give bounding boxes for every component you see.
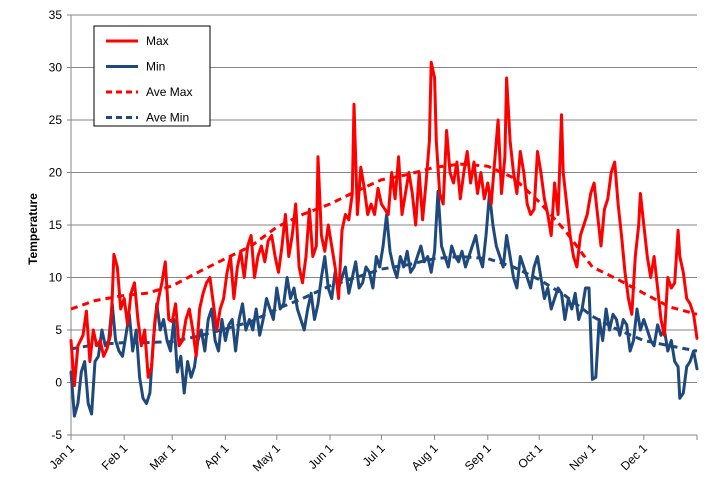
legend-label-max: Max <box>146 34 169 48</box>
series-lines <box>69 60 699 418</box>
legend-label-min: Min <box>146 60 165 74</box>
y-tick-label: 20 <box>49 166 63 180</box>
legend-label-ave-max: Ave Max <box>146 85 192 99</box>
y-tick-label: 35 <box>49 8 63 22</box>
y-axis-title: Temperature <box>26 193 40 265</box>
legend-label-ave-min: Ave Min <box>146 111 189 125</box>
series-line-max <box>69 60 699 388</box>
legend: Max Min Ave Max Ave Min <box>93 25 211 127</box>
series-line-ave-max <box>70 162 698 316</box>
y-tick-label: 15 <box>49 218 63 232</box>
legend-box <box>93 25 211 127</box>
y-tick-label: 0 <box>55 376 62 390</box>
y-tick-label: 5 <box>55 323 62 337</box>
series-line-min <box>69 189 699 418</box>
y-tick-label: 30 <box>49 61 63 75</box>
y-tick-label: -5 <box>51 428 62 442</box>
y-tick-label: 25 <box>49 113 63 127</box>
y-tick-label: 10 <box>49 271 63 285</box>
